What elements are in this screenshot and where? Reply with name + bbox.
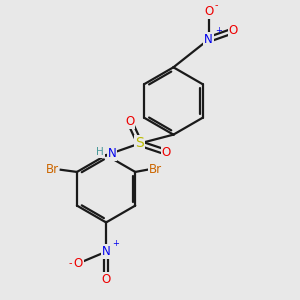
Text: S: S	[135, 136, 144, 150]
Text: Br: Br	[45, 163, 58, 176]
Text: N: N	[108, 147, 116, 160]
Text: -: -	[215, 0, 218, 10]
Text: O: O	[204, 5, 213, 18]
Text: N: N	[102, 245, 110, 258]
Text: H: H	[96, 147, 104, 157]
Text: O: O	[161, 146, 171, 159]
Text: O: O	[125, 115, 134, 128]
Text: Br: Br	[149, 163, 162, 176]
Text: O: O	[101, 273, 111, 286]
Text: O: O	[74, 257, 83, 270]
Text: +: +	[215, 26, 222, 35]
Text: O: O	[229, 24, 238, 37]
Text: -: -	[68, 258, 71, 268]
Text: N: N	[204, 33, 213, 46]
Text: +: +	[112, 239, 119, 248]
